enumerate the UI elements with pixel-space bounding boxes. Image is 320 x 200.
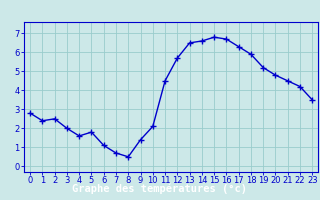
Text: Graphe des températures (°c): Graphe des températures (°c) <box>73 183 247 194</box>
